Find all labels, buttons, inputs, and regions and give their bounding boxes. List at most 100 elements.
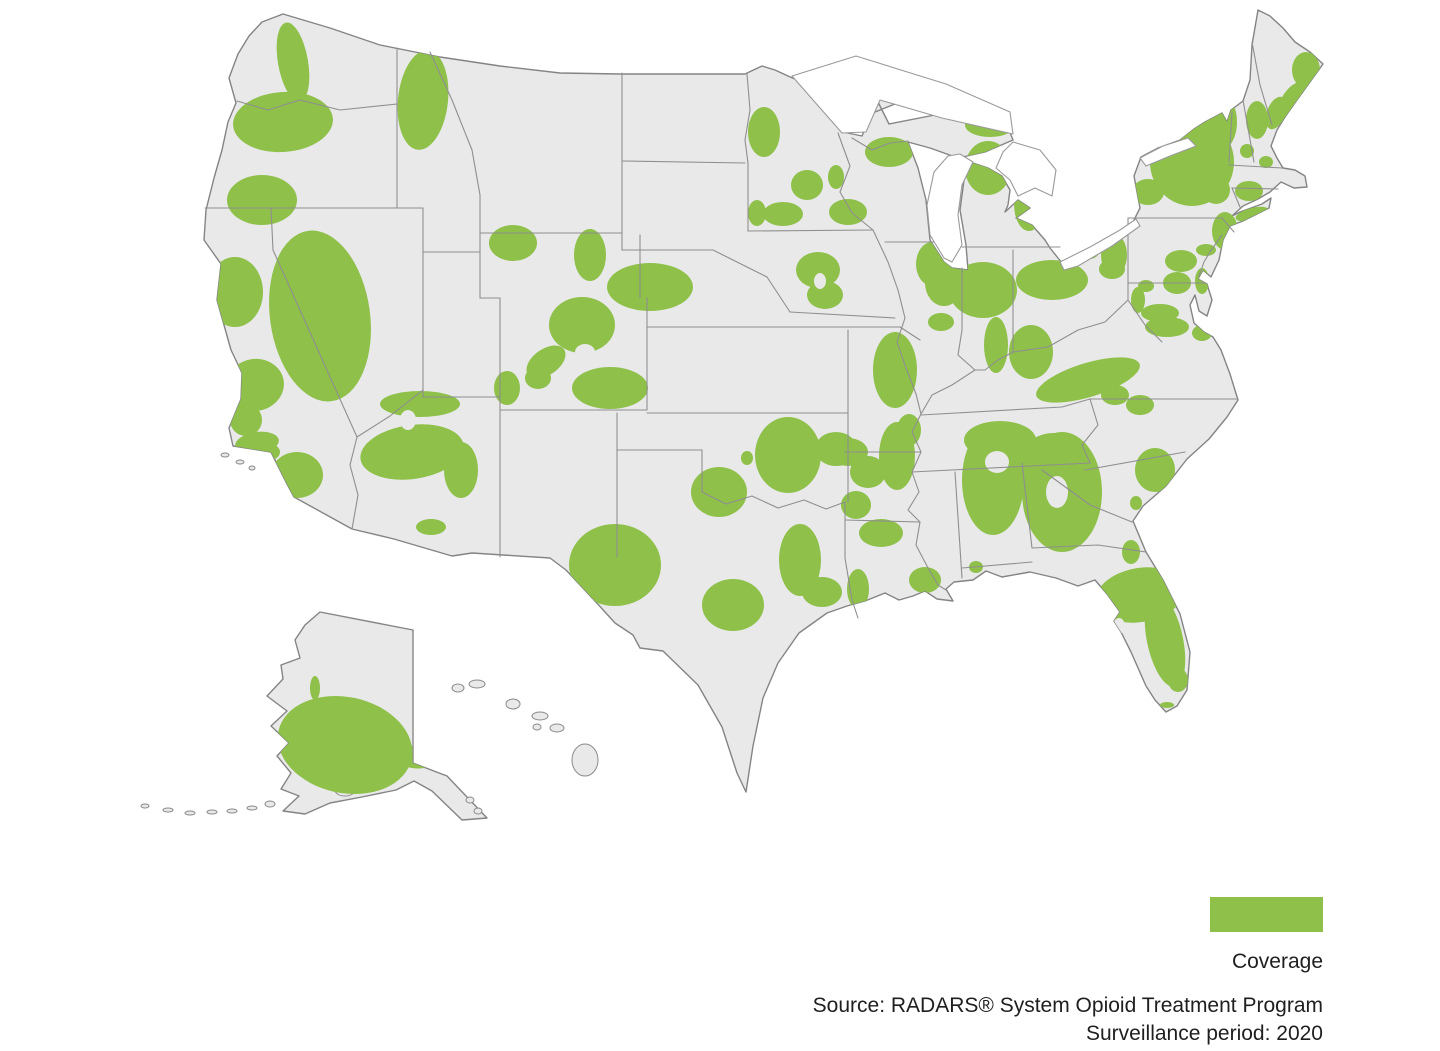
coverage-region-nevada (269, 230, 371, 402)
coverage-region-co-south (572, 367, 648, 409)
coverage-region-mankato-mn (748, 200, 766, 226)
coverage-region-denver-co (549, 297, 615, 353)
coverage-region-south-florida (1168, 668, 1188, 692)
coverage-region-springfield-ma (1240, 144, 1254, 158)
coverage-region-seattle-wa (276, 22, 310, 102)
coverage-hole-iowa-hole (814, 273, 826, 289)
coverage-region-springfield-mo (815, 432, 857, 466)
coverage-region-madison-wi (829, 199, 867, 225)
coverage-region-southern-il (928, 313, 954, 331)
coverage-region-okc-ok (755, 417, 821, 493)
coverage-region-allentown-reading-pa (1165, 250, 1197, 272)
coverage-region-watertown-ny (1132, 179, 1164, 205)
coverage-region-sacramento-ca (207, 257, 263, 327)
source-line-1: Source: RADARS® System Opioid Treatment … (812, 994, 1323, 1017)
coverage-region-austin-san-antonio-tx (702, 579, 764, 631)
coverage-region-bangor-me (1292, 52, 1320, 88)
hawaii-islands (451, 679, 599, 777)
coverage-region-north-idaho (397, 50, 449, 150)
coverage-region-monroe-la (859, 519, 903, 547)
coverage-region-la-crosse-wi (791, 170, 823, 200)
coverage-region-cincinnati-louisville (984, 317, 1008, 373)
coverage-hole-co-hole (575, 344, 595, 360)
coverage-region-rochester-mn (763, 202, 803, 226)
coverage-region-alaska-kodiak (327, 778, 347, 792)
coverage-region-worcester-boston-ma (1259, 156, 1273, 168)
coverage-region-indianapolis-in (925, 260, 963, 306)
lake-ontario (1139, 137, 1197, 167)
lake-michigan (926, 153, 974, 263)
coverage-region-baton-rouge-new-orleans-la (909, 567, 941, 593)
lake-superior (791, 55, 1014, 135)
coverage-region-concord-nh (1246, 101, 1268, 139)
coverage-region-des-moines-ia (796, 252, 840, 288)
coverage-hole-az-hole (400, 410, 416, 430)
coverage-region-casper-wy (574, 229, 606, 281)
coverage-region-hartford-ct (1235, 181, 1263, 201)
coverage-region-binghamton-ny (1108, 199, 1130, 217)
coverage-region-florida-keys (1160, 702, 1174, 708)
coverage-region-az-phoenix (360, 424, 464, 480)
coverage-swatch (1210, 897, 1323, 932)
coverage-region-south-jersey (1221, 233, 1235, 255)
coverage-region-central-il (973, 300, 997, 316)
coverage-region-alaska-finger (310, 676, 320, 700)
source-attribution: Source: RADARS® System Opioid Treatment … (813, 992, 1323, 1048)
coverage-region-baltimore-dc (1141, 304, 1179, 322)
great-lakes (791, 55, 1197, 271)
channel-islands (220, 452, 256, 471)
coverage-region-central-coast-ca (230, 404, 262, 436)
coverage-region-eastern-ok (850, 456, 886, 488)
coverage-region-green-bay-wi (865, 137, 913, 167)
coverage-hole-georgia-hole (1046, 476, 1068, 508)
coverage-region-aleutians-1 (278, 795, 292, 803)
coverage-region-alabama (962, 425, 1024, 535)
coverage-region-beaumont-tx (847, 569, 869, 609)
lake-huron (995, 141, 1057, 197)
coverage-region-tucson-az (416, 519, 446, 535)
coverage-region-alaska-southwest (277, 695, 413, 795)
legend: Coverage (1210, 897, 1323, 974)
coverage-hole-tampa-bay-hole (1113, 618, 1125, 634)
coverage-region-duncan-ok (741, 451, 753, 465)
coverage-region-san-diego-inland-ca (271, 452, 323, 498)
coverage-region-wichita-falls-tx (691, 467, 747, 517)
source-line-2: Surveillance period: 2020 (1086, 1022, 1323, 1045)
coverage-region-western-md (1138, 280, 1154, 292)
coverage-region-northern-indiana (949, 262, 1017, 318)
coverage-region-az-east (444, 442, 478, 498)
coverage-region-grand-junction-co (494, 371, 520, 405)
lake-erie (1059, 218, 1141, 271)
coverage-region-appalachia-band (1036, 357, 1140, 403)
coverage-region-charleston-wv (1131, 287, 1145, 313)
coverage-region-eau-claire-wi (828, 165, 844, 189)
state-borders (204, 41, 1283, 764)
coverage-region-memphis-tn (897, 414, 921, 446)
coverage-region-nc-piedmont-1 (1101, 385, 1129, 405)
coverage-region-des-moines-south-ia (807, 281, 843, 309)
coverage-region-richmond-va (1192, 325, 1212, 341)
coverage-region-missouri-east (873, 332, 917, 408)
coverage-region-cheyenne-scottsbluff (607, 263, 693, 311)
coverage-region-hudson-valley-ny (1202, 176, 1230, 204)
coverage-region-roanoke-va (1145, 317, 1189, 337)
coverage-region-houston-tx (779, 524, 821, 596)
coverage-region-fargo-moorhead-mn (748, 107, 780, 157)
coverage-region-west-texas (569, 524, 661, 606)
coverage-region-philadelphia-pa (1196, 244, 1216, 256)
coverage-region-florida-east-strip (1144, 592, 1186, 688)
coverage-region-houston-coast-tx (802, 577, 842, 607)
coverage-region-savannah-ga (1130, 496, 1142, 510)
coverage-region-billings-mt (489, 225, 537, 261)
legend-label: Coverage (1231, 950, 1323, 973)
coverage-region-lexington-ky (1009, 325, 1053, 379)
coverage-region-jacksonville-fl (1122, 540, 1140, 564)
coverage-region-co-southwest (526, 345, 566, 379)
coverage-region-columbus-dayton-oh (1016, 260, 1088, 300)
coverage-hole-alabama-hole (985, 451, 1009, 473)
coverage-region-nc-piedmont-2 (1126, 395, 1154, 415)
coverage-region-az-north (380, 391, 460, 417)
coverage-region-long-island-ny (1235, 206, 1269, 222)
